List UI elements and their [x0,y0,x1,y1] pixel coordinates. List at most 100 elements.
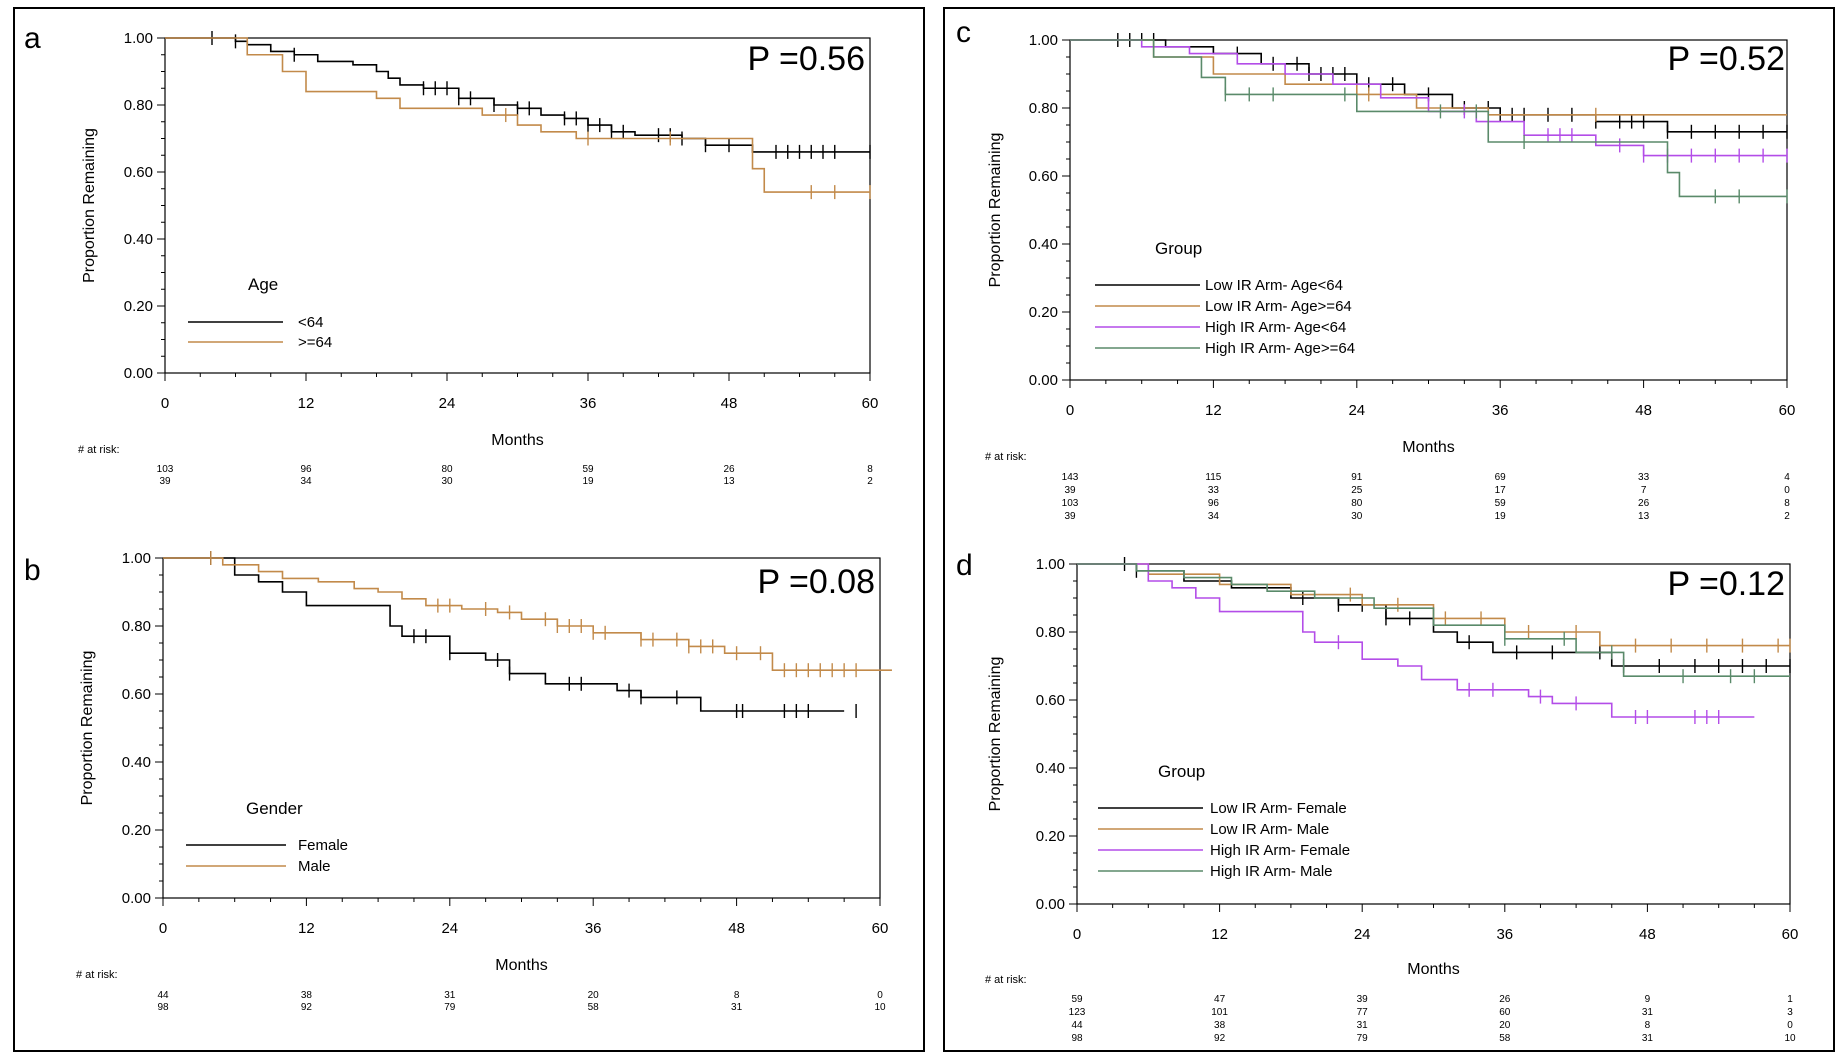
panel-a-chart: 0.00 0.20 0.40 0.60 0.80 1.00 0 12 24 36 48 60 Month… [78,30,878,487]
at-risk-count: 26 [1499,994,1511,1005]
x-tick-label: 60 [1782,926,1799,943]
y-tick-label: 0.40 [124,231,153,248]
x-tick-label: 0 [159,920,167,937]
y-tick-label: 0.40 [122,754,151,771]
x-tick-label: 0 [161,395,169,412]
panel-d-chart: 0.00 0.20 0.40 0.60 0.80 1.00 0 12 24 36 48 60 Month… [985,556,1798,1044]
y-axis-label: Proportion Remaining [987,133,1004,288]
y-tick-label: 1.00 [1029,32,1058,49]
at-risk-count: 0 [1784,485,1790,496]
x-tick-label: 24 [439,395,456,412]
at-risk-count: 58 [1499,1033,1511,1044]
at-risk-count: 39 [1064,485,1076,496]
x-tick-label: 12 [298,920,315,937]
x-tick-label: 24 [441,920,458,937]
at-risk-count: 80 [441,464,453,475]
at-risk-count: 103 [157,464,174,475]
at-risk-count: 1 [1787,994,1793,1005]
at-risk-count: 30 [441,476,453,487]
at-risk-count: 4 [1784,472,1790,483]
at-risk-count: 8 [1645,1020,1651,1031]
at-risk-count: 7 [1641,485,1647,496]
x-tick-label: 48 [728,920,745,937]
y-tick-label: 0.80 [1036,624,1065,641]
at-risk-count: 25 [1351,485,1363,496]
at-risk-count: 80 [1351,498,1363,509]
x-tick-label: 24 [1348,402,1365,419]
y-tick-label: 1.00 [1036,556,1065,573]
legend-label: Low IR Arm- Age<64 [1205,277,1343,294]
at-risk-count: 26 [723,464,735,475]
y-tick-label: 0.60 [1036,692,1065,709]
at-risk-count: 98 [157,1002,169,1013]
y-tick-label: 0.20 [1036,828,1065,845]
x-tick-label: 0 [1073,926,1081,943]
x-tick-label: 48 [1635,402,1652,419]
legend-title: Age [248,275,278,294]
panel-letter-b: b [24,554,41,587]
y-tick-label: 0.60 [1029,168,1058,185]
plot-area-frame [162,557,881,899]
survival-curve-series-3 [1070,39,1787,157]
x-tick-label: 12 [1211,926,1228,943]
y-tick-label: 0.60 [124,164,153,181]
y-tick-label: 0.20 [122,822,151,839]
at-risk-count: 8 [867,464,873,475]
legend-label: Low IR Arm- Male [1210,821,1329,838]
y-tick-label: 0.20 [124,298,153,315]
at-risk-count: 44 [157,990,169,1001]
x-tick-label: 24 [1354,926,1371,943]
y-tick-label: 0.40 [1029,236,1058,253]
p-value: P =0.56 [747,40,865,78]
at-risk-count: 34 [1208,511,1220,522]
survival-curve-series-4 [1077,563,1790,677]
legend-label: High IR Arm- Male [1210,863,1333,880]
survival-curve-series-1 [163,557,845,712]
at-risk-count: 58 [588,1002,600,1013]
at-risk-count: 20 [588,990,600,1001]
at-risk-count: 34 [300,476,312,487]
at-risk-count: 103 [1062,498,1079,509]
at-risk-count: 92 [1214,1033,1226,1044]
y-tick-label: 0.00 [1029,372,1058,389]
at-risk-count: 0 [877,990,883,1001]
at-risk-count: 3 [1787,1007,1793,1018]
at-risk-count: 8 [1784,498,1790,509]
at-risk-count: 8 [734,990,740,1001]
y-tick-label: 0.40 [1036,760,1065,777]
legend-label: Female [298,837,348,854]
at-risk-count: 31 [731,1002,743,1013]
legend-label: <64 [298,314,323,331]
legend-label: High IR Arm- Age<64 [1205,319,1346,336]
at-risk-count: 47 [1214,994,1226,1005]
y-tick-label: 0.00 [122,890,151,907]
at-risk-count: 39 [1357,994,1369,1005]
at-risk-count: 13 [723,476,735,487]
at-risk-count: 30 [1351,511,1363,522]
at-risk-label: # at risk: [78,444,120,456]
at-risk-count: 33 [1638,472,1650,483]
legend-label: High IR Arm- Female [1210,842,1350,859]
at-risk-count: 59 [1071,994,1083,1005]
at-risk-count: 79 [444,1002,456,1013]
at-risk-count: 38 [301,990,313,1001]
x-tick-label: 0 [1066,402,1074,419]
panel-letter-a: a [24,22,41,55]
x-tick-label: 12 [298,395,315,412]
y-tick-label: 1.00 [122,550,151,567]
at-risk-count: 31 [1642,1007,1654,1018]
legend-label: Low IR Arm- Female [1210,800,1347,817]
at-risk-count: 69 [1495,472,1507,483]
at-risk-count: 33 [1208,485,1220,496]
left-column-frame [13,7,925,1052]
y-axis-label: Proportion Remaining [79,651,96,806]
y-tick-label: 1.00 [124,30,153,47]
y-tick-label: 0.20 [1029,304,1058,321]
legend-title: Gender [246,799,303,818]
p-value: P =0.12 [1667,565,1785,603]
at-risk-count: 31 [1357,1020,1369,1031]
at-risk-count: 59 [582,464,594,475]
at-risk-label: # at risk: [76,969,118,981]
x-tick-label: 36 [1496,926,1513,943]
p-value: P =0.08 [757,563,875,601]
